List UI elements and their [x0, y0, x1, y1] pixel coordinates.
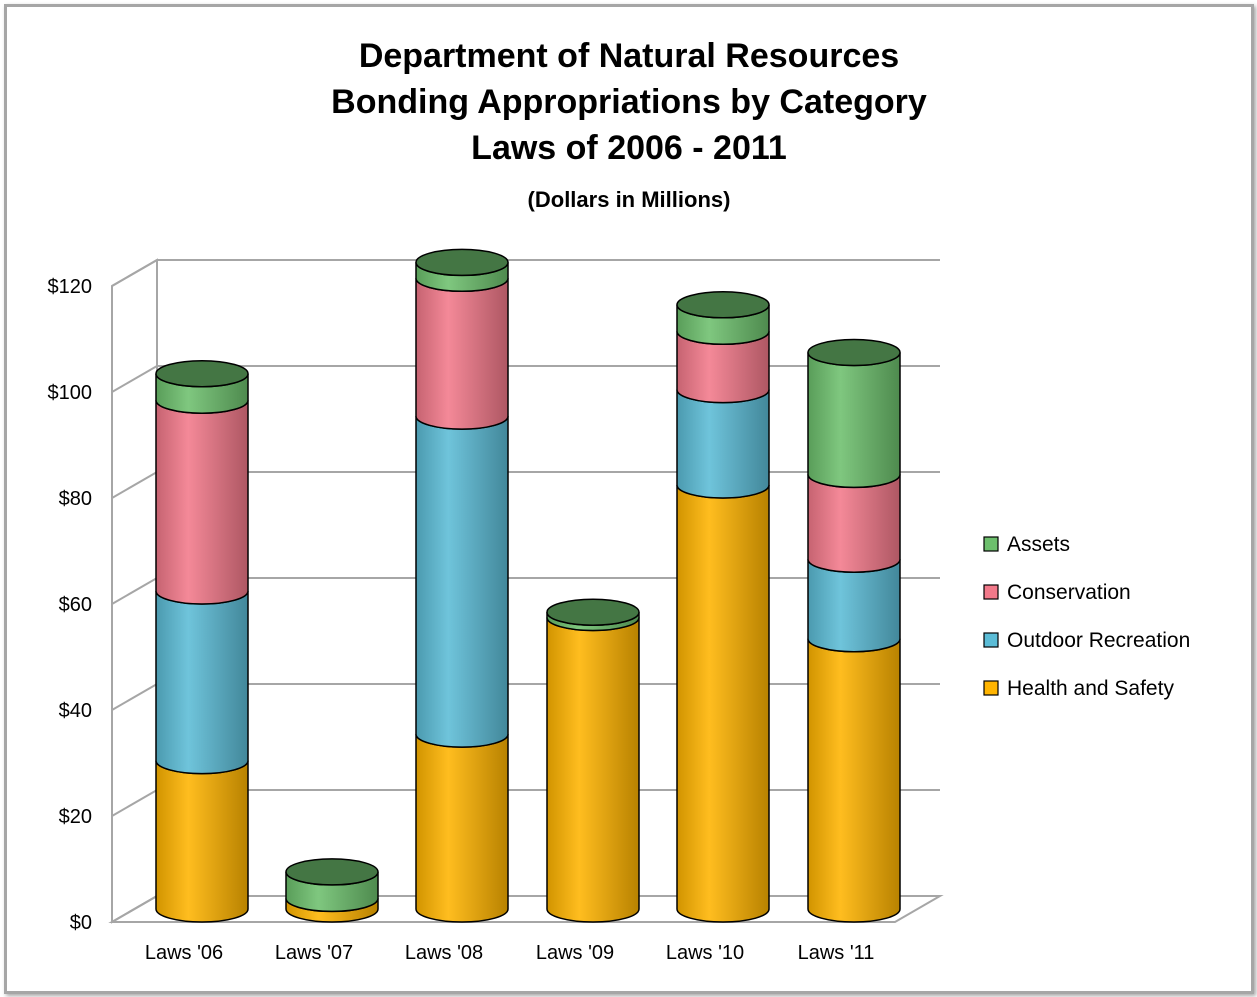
legend-item: Outdoor Recreation	[983, 629, 1190, 652]
bar-segment	[807, 559, 901, 653]
y-tick-label: $80	[59, 488, 92, 510]
bar-top-cap	[807, 338, 901, 367]
chart-subtitle: (Dollars in Millions)	[528, 187, 731, 212]
chart-title: Department of Natural Resources Bonding A…	[331, 37, 927, 212]
chart-title-line-1: Department of Natural Resources	[359, 37, 899, 75]
bar-segment	[155, 400, 249, 605]
bar-stack	[155, 359, 249, 923]
bar-stack	[546, 598, 640, 923]
y-tick-label: $60	[59, 594, 92, 616]
chart-title-line-3: Laws of 2006 - 2011	[471, 129, 787, 167]
bar-segment	[807, 474, 901, 573]
y-tick-label: $100	[48, 382, 93, 404]
legend-swatch	[983, 632, 999, 648]
bar-segment	[807, 352, 901, 489]
bar-segment	[415, 415, 509, 748]
x-tick-label: Laws '10	[666, 942, 744, 964]
bar-top-cap	[546, 598, 640, 626]
bar-top-cap	[285, 858, 379, 886]
legend-swatch	[983, 536, 999, 552]
legend-swatch	[983, 584, 999, 600]
x-tick-label: Laws '08	[405, 942, 483, 964]
bar-stack	[676, 291, 770, 923]
chart-frame: Department of Natural Resources Bonding A…	[4, 4, 1254, 994]
x-tick-label: Laws '06	[145, 942, 223, 964]
stacked-cylinder-bars	[155, 248, 901, 923]
legend-item: Conservation	[983, 581, 1131, 604]
legend: Assets Conservation Outdoor Recreation Heal…	[983, 533, 1190, 700]
y-tick-label: $0	[70, 912, 92, 934]
gridline-6	[111, 259, 940, 287]
bar-segment	[155, 760, 249, 923]
bar-segment	[546, 617, 640, 923]
legend-label: Conservation	[1007, 581, 1131, 604]
bar-segment	[415, 278, 509, 430]
legend-label: Outdoor Recreation	[1007, 629, 1190, 652]
bar-stack	[285, 858, 379, 923]
bar-top-cap	[155, 359, 249, 388]
x-tick-label: Laws '11	[798, 942, 875, 964]
x-tick-label: Laws '09	[536, 942, 614, 964]
bar-segment	[415, 733, 509, 923]
y-tick-label: $20	[59, 806, 92, 828]
y-axis-tick-labels: $0 $20 $40 $60 $80 $100 $120	[48, 276, 93, 934]
x-tick-label: Laws '07	[275, 942, 353, 964]
bar-top-cap	[415, 248, 509, 277]
bonding-appropriations-chart: Department of Natural Resources Bonding A…	[48, 37, 1191, 964]
y-tick-label: $120	[48, 276, 93, 298]
legend-item: Assets	[983, 533, 1070, 556]
legend-label: Assets	[1007, 533, 1070, 556]
bar-stack	[807, 338, 901, 923]
y-tick-label: $40	[59, 700, 92, 722]
bar-segment	[155, 590, 249, 775]
bar-segment	[676, 389, 770, 499]
bar-segment	[807, 638, 901, 923]
bar-segment	[676, 484, 770, 923]
chart-title-line-2: Bonding Appropriations by Category	[331, 83, 927, 121]
x-axis-tick-labels: Laws '06 Laws '07 Laws '08 Laws '09 Laws '10…	[145, 942, 875, 964]
bar-stack	[415, 248, 509, 923]
legend-label: Health and Safety	[1007, 677, 1174, 700]
legend-swatch	[983, 680, 999, 696]
bar-top-cap	[676, 291, 770, 319]
legend-item: Health and Safety	[983, 677, 1174, 700]
